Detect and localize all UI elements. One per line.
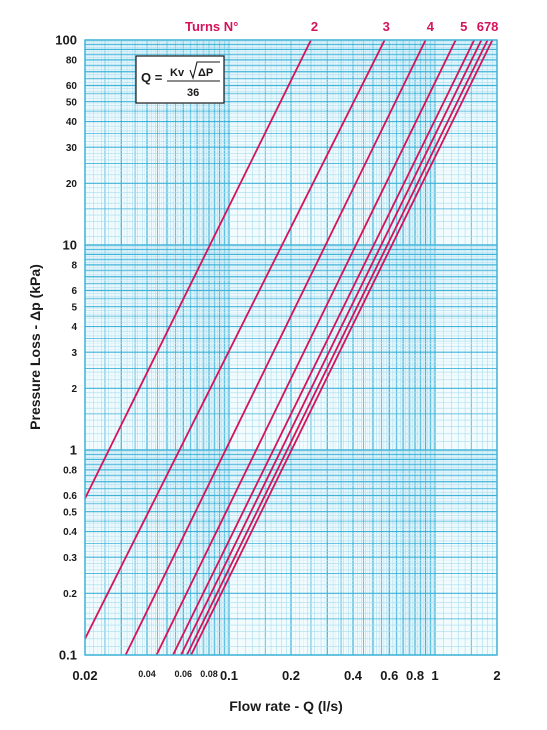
y-tick-label: 100 — [55, 33, 77, 48]
y-tick-label: 80 — [66, 55, 78, 66]
y-tick-label: 0.6 — [63, 491, 77, 502]
y-tick-label: 10 — [63, 238, 77, 253]
series-line-5 — [172, 39, 476, 656]
series-line-1 — [84, 39, 312, 499]
y-tick-labels: 100 80 60 50 40 30 20 10 8 6 5 4 3 2 1 0.8 0.6 0.5 0.4 0.3 0… — [55, 33, 77, 663]
turn-label: 2 — [311, 19, 318, 34]
formula-kv: Kv — [170, 67, 185, 79]
x-tick-label: 0.04 — [138, 669, 156, 679]
y-tick-label: 0.8 — [63, 465, 77, 476]
x-tick-label: 0.6 — [380, 668, 398, 683]
series-line-6 — [180, 39, 483, 656]
x-tick-label: 1 — [431, 668, 438, 683]
y-tick-label: 4 — [71, 322, 77, 333]
formula-lhs: Q = — [141, 70, 163, 85]
sqrt-sign — [189, 61, 220, 80]
x-tick-label: 0.02 — [72, 668, 97, 683]
x-tick-label: 2 — [493, 668, 500, 683]
y-tick-label: 20 — [66, 179, 78, 190]
series-line-4 — [155, 39, 457, 656]
y-tick-label: 8 — [71, 260, 77, 271]
y-tick-label: 40 — [66, 117, 78, 128]
formula-dp: ΔP — [198, 67, 213, 79]
turn-label: 5 — [460, 19, 467, 34]
grid — [84, 39, 498, 656]
formula-frame — [135, 55, 225, 104]
y-tick-label: 0.4 — [63, 527, 77, 538]
y-tick-label: 6 — [71, 286, 77, 297]
x-tick-label: 0.8 — [406, 668, 424, 683]
x-axis-title: Flow rate - Q (l/s) — [229, 698, 343, 714]
y-tick-label: 0.3 — [63, 553, 77, 564]
y-tick-label: 5 — [71, 302, 77, 313]
turn-label: 4 — [427, 19, 435, 34]
y-tick-label: 30 — [66, 143, 78, 154]
x-tick-label: 0.08 — [200, 669, 218, 679]
x-tick-label: 0.06 — [175, 669, 193, 679]
x-tick-labels: 0.02 0.04 0.06 0.08 0.1 0.2 0.4 0.6 0.8 1 2 — [72, 668, 500, 683]
x-tick-label: 0.2 — [282, 668, 300, 683]
x-tick-label: 0.4 — [344, 668, 363, 683]
y-tick-label: 0.5 — [63, 507, 77, 518]
y-axis-title: Pressure Loss - Δp (kPa) — [27, 264, 43, 430]
y-tick-label: 50 — [66, 97, 78, 108]
series-line-3 — [124, 39, 427, 656]
y-tick-label: 60 — [66, 81, 78, 92]
turns-title: Turns N° — [185, 19, 238, 34]
series-line-8 — [190, 39, 494, 656]
y-tick-label: 2 — [71, 384, 77, 395]
y-tick-label: 3 — [71, 348, 77, 359]
series-line-7 — [186, 39, 489, 656]
y-tick-label: 1 — [70, 443, 77, 458]
series-line-2 — [84, 39, 386, 640]
formula-box: Q = Kv ΔP 36 — [135, 55, 225, 104]
series-group — [84, 39, 494, 656]
formula-den: 36 — [187, 87, 199, 99]
y-tick-label: 0.2 — [63, 589, 77, 600]
turn-label: 3 — [383, 19, 390, 34]
y-tick-label: 0.1 — [59, 648, 77, 663]
turn-labels: Turns N° 2 3 4 5 678 — [185, 19, 498, 34]
x-tick-label: 0.1 — [220, 668, 238, 683]
turn-label: 678 — [477, 19, 499, 34]
plot-frame — [84, 39, 498, 656]
